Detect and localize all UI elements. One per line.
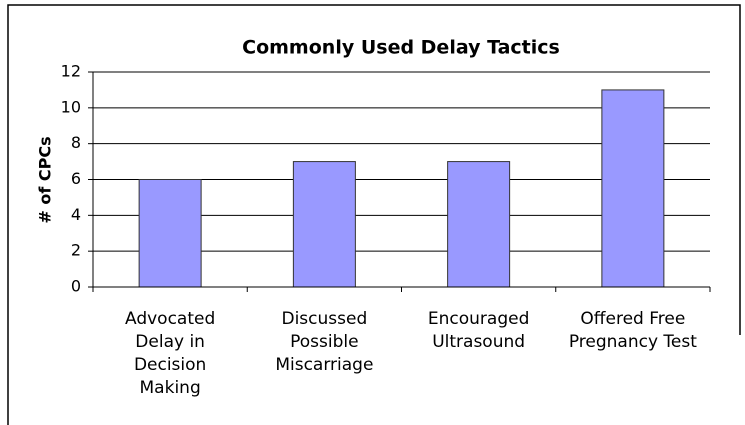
y-axis-label: # of CPCs [36,136,55,223]
label-line: Encouraged [428,309,530,329]
y-tick-label: 0 [71,277,81,296]
frame [7,4,741,425]
bar [292,161,356,288]
y-tick-label: 10 [61,97,81,116]
label-line: Miscarriage [275,355,373,375]
bar [138,179,202,288]
label-line: Making [140,378,201,398]
x-tick-label: Discussed Possible Miscarriage [275,309,373,375]
y-tick-label: 8 [71,133,81,152]
x-tick-label: Advocated Delay in Decision Making [125,309,215,398]
label-line: Offered Free [580,309,685,329]
y-tick-label: 2 [71,241,81,260]
label-line: Ultrasound [432,332,525,352]
x-tick-label: Encouraged Ultrasound [428,309,530,352]
label-line: Advocated [125,309,215,329]
bar [447,161,511,288]
bar [601,89,665,288]
label-line: Pregnancy Test [569,332,697,352]
label-line: Possible [290,332,358,352]
label-line: Decision [134,355,206,375]
label-line: Delay in [135,332,205,352]
y-tick-label: 4 [71,205,81,224]
x-tick-label: Offered Free Pregnancy Test [569,309,697,352]
y-tick-label: 6 [71,169,81,188]
y-tick-label: 12 [61,62,81,81]
chart-title: Commonly Used Delay Tactics [242,37,560,59]
label-line: Discussed [281,309,367,329]
